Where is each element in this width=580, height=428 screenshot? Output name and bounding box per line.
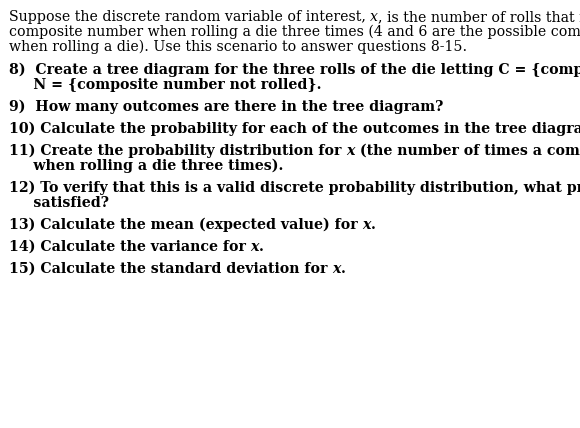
Text: (the number of times a composite number is rolled: (the number of times a composite number …: [354, 144, 580, 158]
Text: 14) Calculate the variance for: 14) Calculate the variance for: [9, 240, 251, 254]
Text: .: .: [371, 218, 376, 232]
Text: 15) Calculate the standard deviation for: 15) Calculate the standard deviation for: [9, 262, 332, 276]
Text: when rolling a die three times).: when rolling a die three times).: [9, 159, 284, 173]
Text: 10) Calculate the probability for each of the outcomes in the tree diagram.: 10) Calculate the probability for each o…: [9, 122, 580, 137]
Text: 8)  Create a tree diagram for the three rolls of the die letting C = {composite : 8) Create a tree diagram for the three r…: [9, 63, 580, 77]
Text: 12) To verify that this is a valid discrete probability distribution, what prope: 12) To verify that this is a valid discr…: [9, 181, 580, 196]
Text: x: x: [371, 10, 378, 24]
Text: satisfied?: satisfied?: [9, 196, 109, 210]
Text: x: x: [362, 218, 371, 232]
Text: .: .: [340, 262, 346, 276]
Text: 11) Create the probability distribution for: 11) Create the probability distribution …: [9, 144, 346, 158]
Text: when rolling a die). Use this scenario to answer questions 8-15.: when rolling a die). Use this scenario t…: [9, 40, 467, 54]
Text: 13) Calculate the mean (expected value) for: 13) Calculate the mean (expected value) …: [9, 218, 362, 232]
Text: x: x: [346, 144, 354, 158]
Text: , is the number of rolls that result in a: , is the number of rolls that result in …: [378, 10, 580, 24]
Text: Suppose the discrete random variable of interest,: Suppose the discrete random variable of …: [9, 10, 371, 24]
Text: .: .: [259, 240, 264, 254]
Text: x: x: [332, 262, 340, 276]
Text: x: x: [251, 240, 259, 254]
Text: N = {composite number not rolled}.: N = {composite number not rolled}.: [9, 78, 321, 92]
Text: 9)  How many outcomes are there in the tree diagram?: 9) How many outcomes are there in the tr…: [9, 100, 443, 114]
Text: composite number when rolling a die three times (4 and 6 are the possible compos: composite number when rolling a die thre…: [9, 25, 580, 39]
